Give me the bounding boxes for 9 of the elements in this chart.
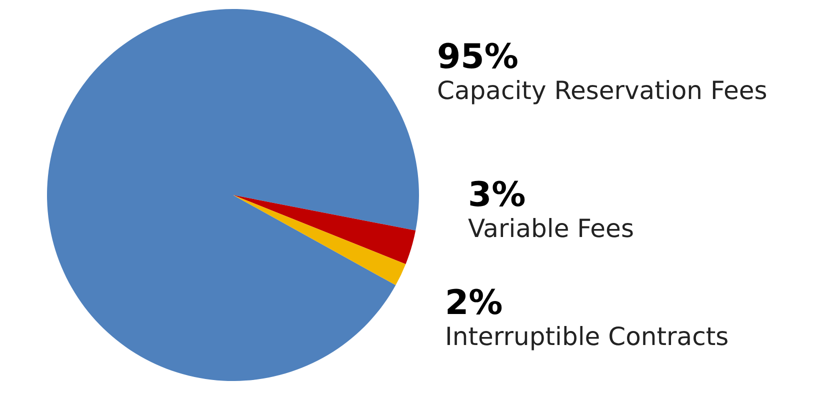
data-label: 95% [437, 37, 520, 78]
slice-label: Capacity Reservation Fees [437, 76, 768, 106]
pie-slice [233, 195, 406, 286]
data-label: 3% [468, 175, 527, 216]
pie-slice [233, 195, 416, 264]
slice-label: Interruptible Contracts [445, 322, 729, 352]
slice-label: Variable Fees [468, 214, 634, 244]
pie-slice [47, 9, 419, 381]
data-label: 2% [445, 283, 504, 324]
